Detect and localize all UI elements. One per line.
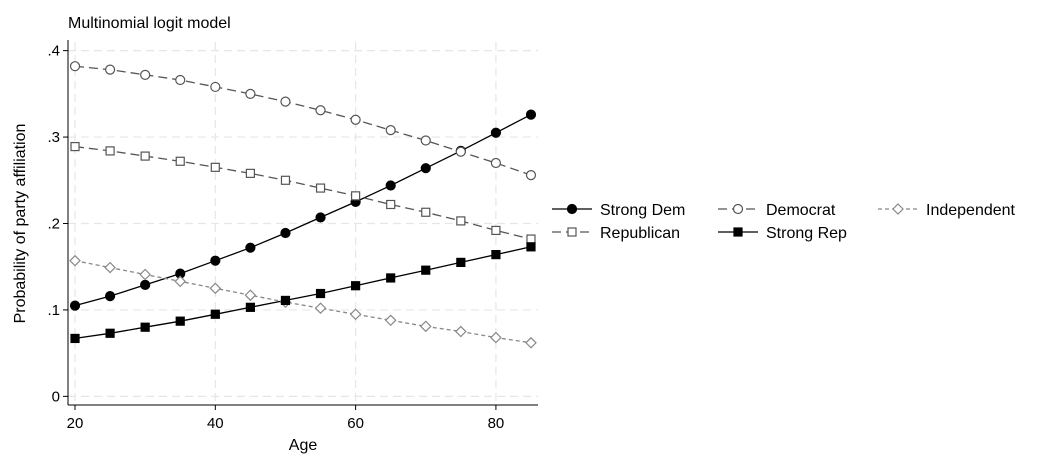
point-democrat: [350, 114, 361, 125]
axes: 0 .1 .2 .3 .4 20 40 60 80: [47, 40, 538, 432]
point-strong-rep: [526, 242, 536, 252]
point-strong-rep: [351, 281, 361, 291]
point-independent: [139, 268, 152, 281]
grid: [68, 42, 538, 405]
point-republican: [140, 151, 150, 161]
point-strong-rep: [280, 295, 291, 306]
point-independent: [490, 331, 502, 344]
y-tick-label: .2: [47, 216, 60, 233]
y-axis-label: Probability of party affiliation: [12, 124, 29, 324]
point-strong-rep: [386, 273, 396, 283]
point-independent: [209, 282, 222, 295]
point-democrat: [315, 105, 326, 116]
point-strong-rep: [456, 257, 466, 267]
series-line-democrat: [74, 65, 532, 176]
legend-marker-democrat: [732, 203, 744, 215]
point-republican: [280, 175, 291, 185]
point-democrat: [69, 61, 81, 72]
legend-marker-independent: [892, 203, 904, 215]
legend-marker-strong-rep: [733, 227, 743, 237]
point-republican: [105, 146, 115, 156]
point-republican: [386, 199, 396, 210]
point-republican: [351, 191, 361, 201]
point-republican: [210, 162, 220, 172]
point-strong-dem: [104, 291, 116, 302]
point-independent: [384, 314, 397, 327]
x-tick-label: 40: [207, 415, 224, 432]
legend: Strong Dem Democrat Independent Republican S…: [552, 202, 1016, 242]
point-democrat: [280, 96, 291, 107]
point-independent: [104, 261, 116, 274]
series-lines: [74, 65, 532, 344]
chart-title: Multinomial logit model: [68, 15, 231, 32]
series-line-republican: [74, 145, 532, 240]
point-independent: [349, 308, 362, 321]
point-independent: [419, 320, 432, 333]
point-strong-dem: [490, 127, 502, 138]
legend-marker-strong-dem: [566, 203, 578, 215]
x-tick-label: 60: [347, 415, 364, 432]
point-democrat: [420, 135, 431, 146]
series-markers: [69, 61, 537, 349]
point-strong-rep: [245, 302, 255, 312]
point-democrat: [175, 74, 186, 86]
point-independent: [174, 275, 187, 288]
point-strong-dem: [280, 227, 291, 239]
point-strong-rep: [105, 328, 115, 338]
legend-label-strong-dem: Strong Dem: [600, 202, 685, 219]
point-democrat: [490, 157, 502, 169]
point-democrat: [210, 81, 221, 93]
point-republican: [526, 234, 536, 244]
y-tick-label: .3: [47, 129, 60, 146]
point-independent: [69, 254, 81, 267]
point-strong-dem: [245, 242, 256, 253]
point-strong-dem: [525, 109, 537, 120]
point-republican: [315, 183, 326, 193]
x-tick-label: 20: [67, 415, 84, 432]
legend-label-democrat: Democrat: [766, 202, 836, 219]
series-line-independent: [74, 260, 532, 344]
point-strong-dem: [385, 180, 396, 191]
point-strong-dem: [420, 163, 431, 174]
x-tick-label: 80: [488, 415, 505, 432]
series-line-strong-rep: [74, 246, 532, 340]
point-strong-dem: [210, 255, 221, 266]
y-tick-label: 0: [52, 388, 60, 405]
point-republican: [245, 168, 255, 178]
point-republican: [175, 156, 185, 166]
point-strong-rep: [315, 288, 326, 299]
point-strong-rep: [175, 316, 185, 326]
point-democrat: [455, 146, 466, 157]
point-strong-rep: [140, 322, 150, 332]
point-strong-dem: [315, 212, 326, 223]
point-democrat: [104, 64, 116, 75]
y-tick-label: .4: [47, 43, 60, 60]
point-strong-dem: [140, 279, 151, 290]
point-independent: [525, 336, 537, 349]
legend-label-independent: Independent: [926, 202, 1016, 219]
point-republican: [456, 216, 466, 226]
point-republican: [70, 141, 80, 152]
point-strong-dem: [69, 300, 81, 311]
legend-label-republican: Republican: [600, 225, 680, 242]
point-republican: [491, 225, 501, 236]
x-axis-label: Age: [289, 437, 318, 454]
legend-marker-republican: [567, 227, 577, 237]
point-democrat: [140, 69, 151, 80]
point-republican: [421, 207, 431, 217]
y-tick-label: .1: [47, 302, 60, 319]
point-strong-rep: [70, 333, 80, 344]
point-independent: [244, 289, 257, 302]
point-strong-rep: [421, 265, 431, 275]
point-strong-rep: [491, 250, 501, 260]
point-independent: [314, 302, 327, 315]
point-strong-rep: [210, 309, 220, 319]
series-line-strong-dem: [74, 114, 532, 307]
point-democrat: [245, 88, 256, 99]
point-democrat: [525, 170, 537, 181]
point-independent: [454, 325, 467, 338]
point-democrat: [385, 125, 396, 136]
legend-label-strong-rep: Strong Rep: [766, 225, 847, 242]
